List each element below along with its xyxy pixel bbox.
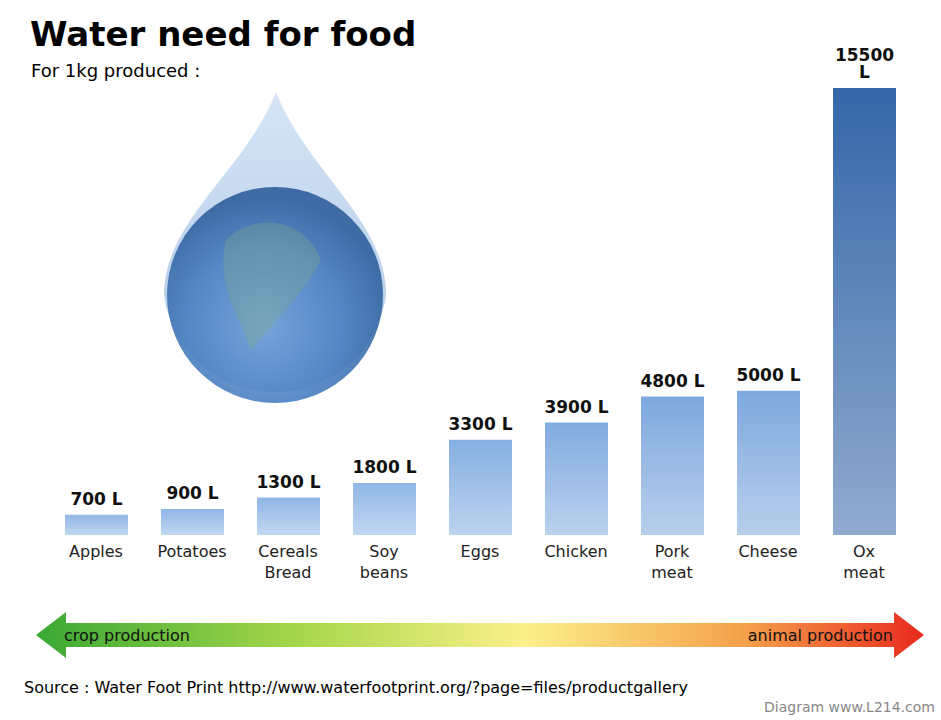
svg-text:Chicken: Chicken (544, 542, 607, 561)
svg-text:Porkmeat: Porkmeat (651, 542, 693, 582)
svg-text:animal production: animal production (748, 626, 893, 645)
svg-text:crop production: crop production (64, 626, 190, 645)
html-text:For 1kg produced :: For 1kg produced : (31, 60, 201, 81)
svg-text:Soybeans: Soybeans (360, 542, 408, 582)
svg-text:4800 L: 4800 L (640, 371, 704, 391)
svg-text:CerealsBread: CerealsBread (258, 542, 318, 582)
svg-text:5000 L: 5000 L (736, 365, 800, 385)
svg-text:1800 L: 1800 L (352, 457, 416, 477)
html-text:Diagram www.L214.com: Diagram www.L214.com (764, 699, 935, 715)
svg-text:15500L: 15500L (835, 45, 894, 82)
svg-text:3300 L: 3300 L (448, 414, 512, 434)
svg-text:Cheese: Cheese (738, 542, 797, 561)
svg-text:Apples: Apples (69, 542, 123, 561)
svg-text:Potatoes: Potatoes (157, 542, 226, 561)
svg-text:Oxmeat: Oxmeat (843, 542, 885, 582)
svg-text:700 L: 700 L (70, 489, 122, 509)
html-text:Water need for food: Water need for food (30, 14, 417, 54)
svg-text:1300 L: 1300 L (256, 472, 320, 492)
svg-text:Eggs: Eggs (461, 542, 500, 561)
svg-text:3900 L: 3900 L (544, 397, 608, 417)
html-text:Source : Water Foot Print http: Source : Water Foot Print http://www.wat… (24, 678, 688, 697)
svg-text:900 L: 900 L (166, 483, 218, 503)
